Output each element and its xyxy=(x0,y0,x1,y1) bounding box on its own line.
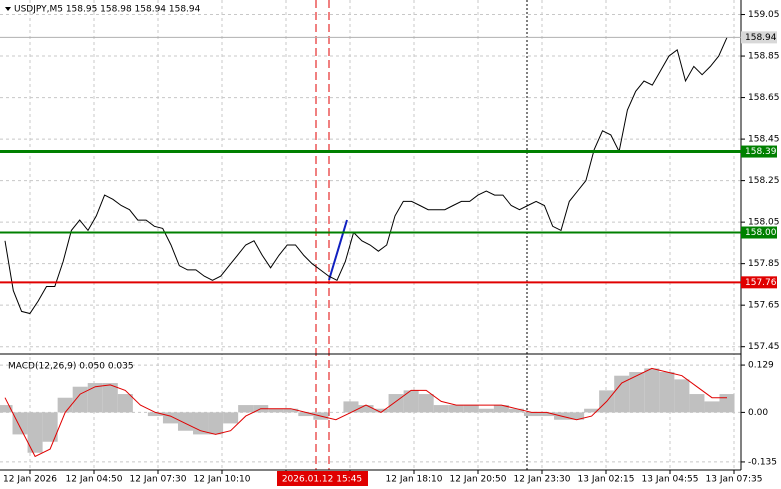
x-tick-label: 13 Jan 07:35 xyxy=(706,475,763,485)
x-tick-label: 12 Jan 2026 xyxy=(3,475,57,485)
signal-line xyxy=(4,367,727,458)
x-tick-label: 12 Jan 18:10 xyxy=(386,475,443,485)
macd-bar xyxy=(614,375,630,413)
macd-bar xyxy=(223,412,239,424)
cursor-label-box xyxy=(277,471,368,486)
y-tick-label: 158.85 xyxy=(748,52,780,62)
x-tick-label: 13 Jan 04:55 xyxy=(642,475,699,485)
y-tick-label: 157.85 xyxy=(748,259,780,269)
macd-bar xyxy=(463,405,479,413)
macd-bar xyxy=(177,412,194,431)
macd-bar xyxy=(117,394,133,413)
macd-bar xyxy=(162,412,178,424)
macd-bar xyxy=(343,401,359,413)
macd-bar xyxy=(0,405,13,413)
x-tick-label: 12 Jan 23:30 xyxy=(514,475,571,485)
macd-bar xyxy=(569,412,585,420)
macd-bar xyxy=(674,379,690,413)
macd-bar xyxy=(689,394,705,413)
macd-bar xyxy=(448,405,464,413)
macd-bar xyxy=(719,394,735,413)
price-line xyxy=(4,37,728,315)
x-tick-label: 12 Jan 20:50 xyxy=(450,475,507,485)
macd-bar xyxy=(704,401,720,413)
macd-bar xyxy=(418,394,434,413)
macd-bar xyxy=(147,412,163,417)
level-label-box xyxy=(741,226,777,239)
macd-bar xyxy=(403,390,419,413)
last-price-label: 158.94 xyxy=(745,33,777,43)
macd-bar xyxy=(523,412,539,417)
y-tick-label: 158.05 xyxy=(748,218,780,228)
y-tick-label: 157.65 xyxy=(748,301,780,311)
macd-bar xyxy=(538,412,555,417)
y-tick-label: 157.45 xyxy=(748,342,780,352)
last-price-box xyxy=(741,31,777,44)
macd-bar xyxy=(27,412,43,453)
y-tick-label: 158.65 xyxy=(748,93,780,103)
macd-bar xyxy=(358,405,374,413)
macd-bar xyxy=(102,383,118,413)
level-label: 157.76 xyxy=(745,278,777,288)
macd-bar xyxy=(433,405,449,413)
level-label: 158.00 xyxy=(745,228,777,238)
level-label: 158.39 xyxy=(745,147,777,157)
x-tick-label: 12 Jan 04:50 xyxy=(66,475,123,485)
x-tick-label: 12 Jan 10:10 xyxy=(194,475,251,485)
macd-bar xyxy=(508,408,524,413)
macd-bar xyxy=(208,412,224,435)
y-tick-label: 159.05 xyxy=(748,10,780,20)
macd-bar xyxy=(238,405,254,413)
macd-bar xyxy=(12,412,28,435)
macd-bar xyxy=(57,397,73,413)
macd-bar xyxy=(388,394,404,413)
y-tick-label: 158.45 xyxy=(748,135,780,145)
y-tick-label: 0.129 xyxy=(748,361,774,371)
y-tick-label: 0.00 xyxy=(748,408,768,418)
macd-bar xyxy=(72,386,88,413)
macd-bar xyxy=(87,383,103,413)
level-label-box xyxy=(741,145,777,158)
macd-bar xyxy=(493,405,509,413)
x-tick-label: 13 Jan 02:15 xyxy=(578,475,635,485)
macd-bar xyxy=(478,408,494,413)
macd-bar xyxy=(644,368,660,413)
trend-segment xyxy=(328,219,348,281)
macd-bar xyxy=(283,408,299,413)
macd-bar xyxy=(298,412,314,417)
y-tick-label: 158.25 xyxy=(748,176,780,186)
y-tick-label: -0.135 xyxy=(748,457,777,467)
macd-bar xyxy=(373,408,389,413)
macd-bar xyxy=(584,408,600,413)
plot-layer xyxy=(0,0,741,470)
macd-bar xyxy=(268,408,284,413)
x-tick-label: 12 Jan 07:30 xyxy=(130,475,187,485)
level-label-box xyxy=(741,276,777,289)
menu-arrow xyxy=(5,7,11,11)
macd-title: MACD(12,26,9) 0.050 0.035 xyxy=(8,362,134,372)
macd-bar xyxy=(629,372,645,413)
chart-title: USDJPY,M5 158.95 158.98 158.94 158.94 xyxy=(14,5,201,15)
macd-bar xyxy=(659,372,675,413)
cursor-label: 2026.01.12 15:45 xyxy=(282,475,362,485)
macd-bar xyxy=(42,412,58,442)
